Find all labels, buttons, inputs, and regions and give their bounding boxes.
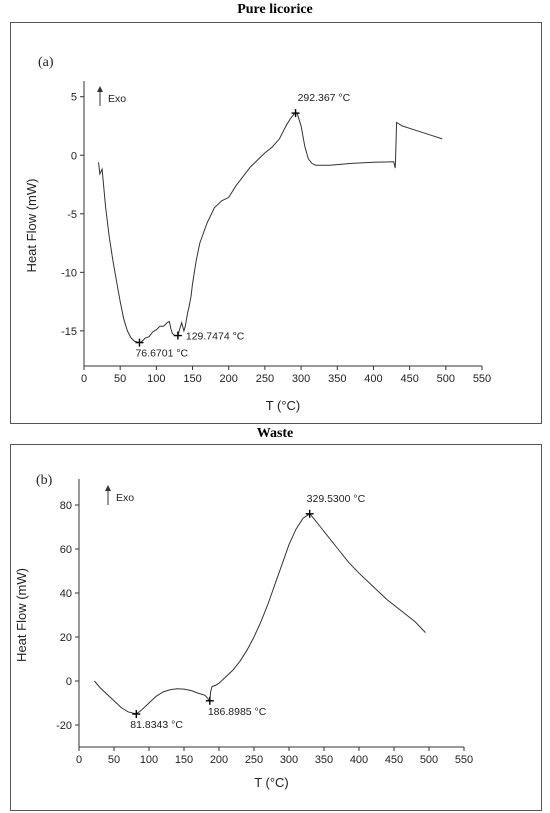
x-tick-label: 500 xyxy=(420,754,438,766)
y-tick-label: 0 xyxy=(71,150,77,162)
panel-label: (b) xyxy=(36,473,53,488)
chart-panel-a: 0 50 100 150 200 250 300 350 400 450 500 550-15-10-… xyxy=(24,55,491,413)
x-tick-label: 400 xyxy=(350,754,368,766)
x-tick-label: 550 xyxy=(455,754,473,766)
y-tick-label: 60 xyxy=(60,544,72,556)
x-tick-label: 150 xyxy=(175,754,193,766)
x-tick-label: 250 xyxy=(256,373,274,385)
x-tick-label: 0 xyxy=(76,754,82,766)
x-tick-label: 350 xyxy=(328,373,346,385)
x-tick-label: 500 xyxy=(437,373,455,385)
y-tick-label: 0 xyxy=(66,676,72,688)
y-tick-label: 40 xyxy=(60,588,72,600)
y-axis-label: Heat Flow (mW) xyxy=(14,568,29,662)
peak-annotation: 329.5300 °C xyxy=(307,493,366,505)
peak-annotation: 292.367 °C xyxy=(298,92,351,104)
exo-label: Exo xyxy=(108,93,126,105)
y-tick-label: 80 xyxy=(60,500,72,512)
peak-annotation: 81.8343 °C xyxy=(130,719,183,731)
panel-a-title: Pure licorice xyxy=(237,2,313,17)
y-tick-label: -20 xyxy=(56,720,72,732)
x-tick-label: 400 xyxy=(364,373,382,385)
exo-label: Exo xyxy=(116,492,134,504)
y-tick-label: -10 xyxy=(61,267,77,279)
x-tick-label: 100 xyxy=(140,754,158,766)
x-tick-label: 300 xyxy=(280,754,298,766)
x-tick-label: 100 xyxy=(147,373,165,385)
x-tick-label: 450 xyxy=(400,373,418,385)
peak-annotation: 76.6701 °C xyxy=(135,348,188,360)
x-tick-label: 50 xyxy=(108,754,120,766)
x-tick-label: 450 xyxy=(385,754,403,766)
exo-arrowhead xyxy=(97,86,103,92)
x-tick-label: 0 xyxy=(81,373,87,385)
exo-arrowhead xyxy=(105,485,111,491)
x-tick-label: 50 xyxy=(114,373,126,385)
y-tick-label: -15 xyxy=(61,326,77,338)
x-tick-label: 200 xyxy=(210,754,228,766)
x-axis-label: T (°C) xyxy=(254,775,289,790)
y-tick-label: 5 xyxy=(71,92,77,104)
x-tick-label: 150 xyxy=(183,373,201,385)
series-line xyxy=(98,112,443,344)
y-tick-label: 20 xyxy=(60,632,72,644)
x-tick-label: 300 xyxy=(292,373,310,385)
chart-panel-b: 0 50 100 150 200 250 300 350 400 450 500 550 -20 0 20 4… xyxy=(14,473,473,790)
peak-annotation: 129.7474 °C xyxy=(186,331,245,343)
x-tick-label: 550 xyxy=(473,373,491,385)
peak-annotation: 186.8985 °C xyxy=(208,706,267,718)
y-tick-label: -5 xyxy=(67,209,77,221)
x-axis-label: T (°C) xyxy=(266,398,301,413)
panel-b-frame xyxy=(10,444,542,811)
series-line xyxy=(94,513,426,715)
x-tick-label: 200 xyxy=(220,373,238,385)
panel-b-title: Waste xyxy=(256,426,294,441)
x-tick-label: 250 xyxy=(245,754,263,766)
x-tick-label: 350 xyxy=(315,754,333,766)
y-axis-label: Heat Flow (mW) xyxy=(24,179,39,273)
panel-label: (a) xyxy=(38,55,54,70)
